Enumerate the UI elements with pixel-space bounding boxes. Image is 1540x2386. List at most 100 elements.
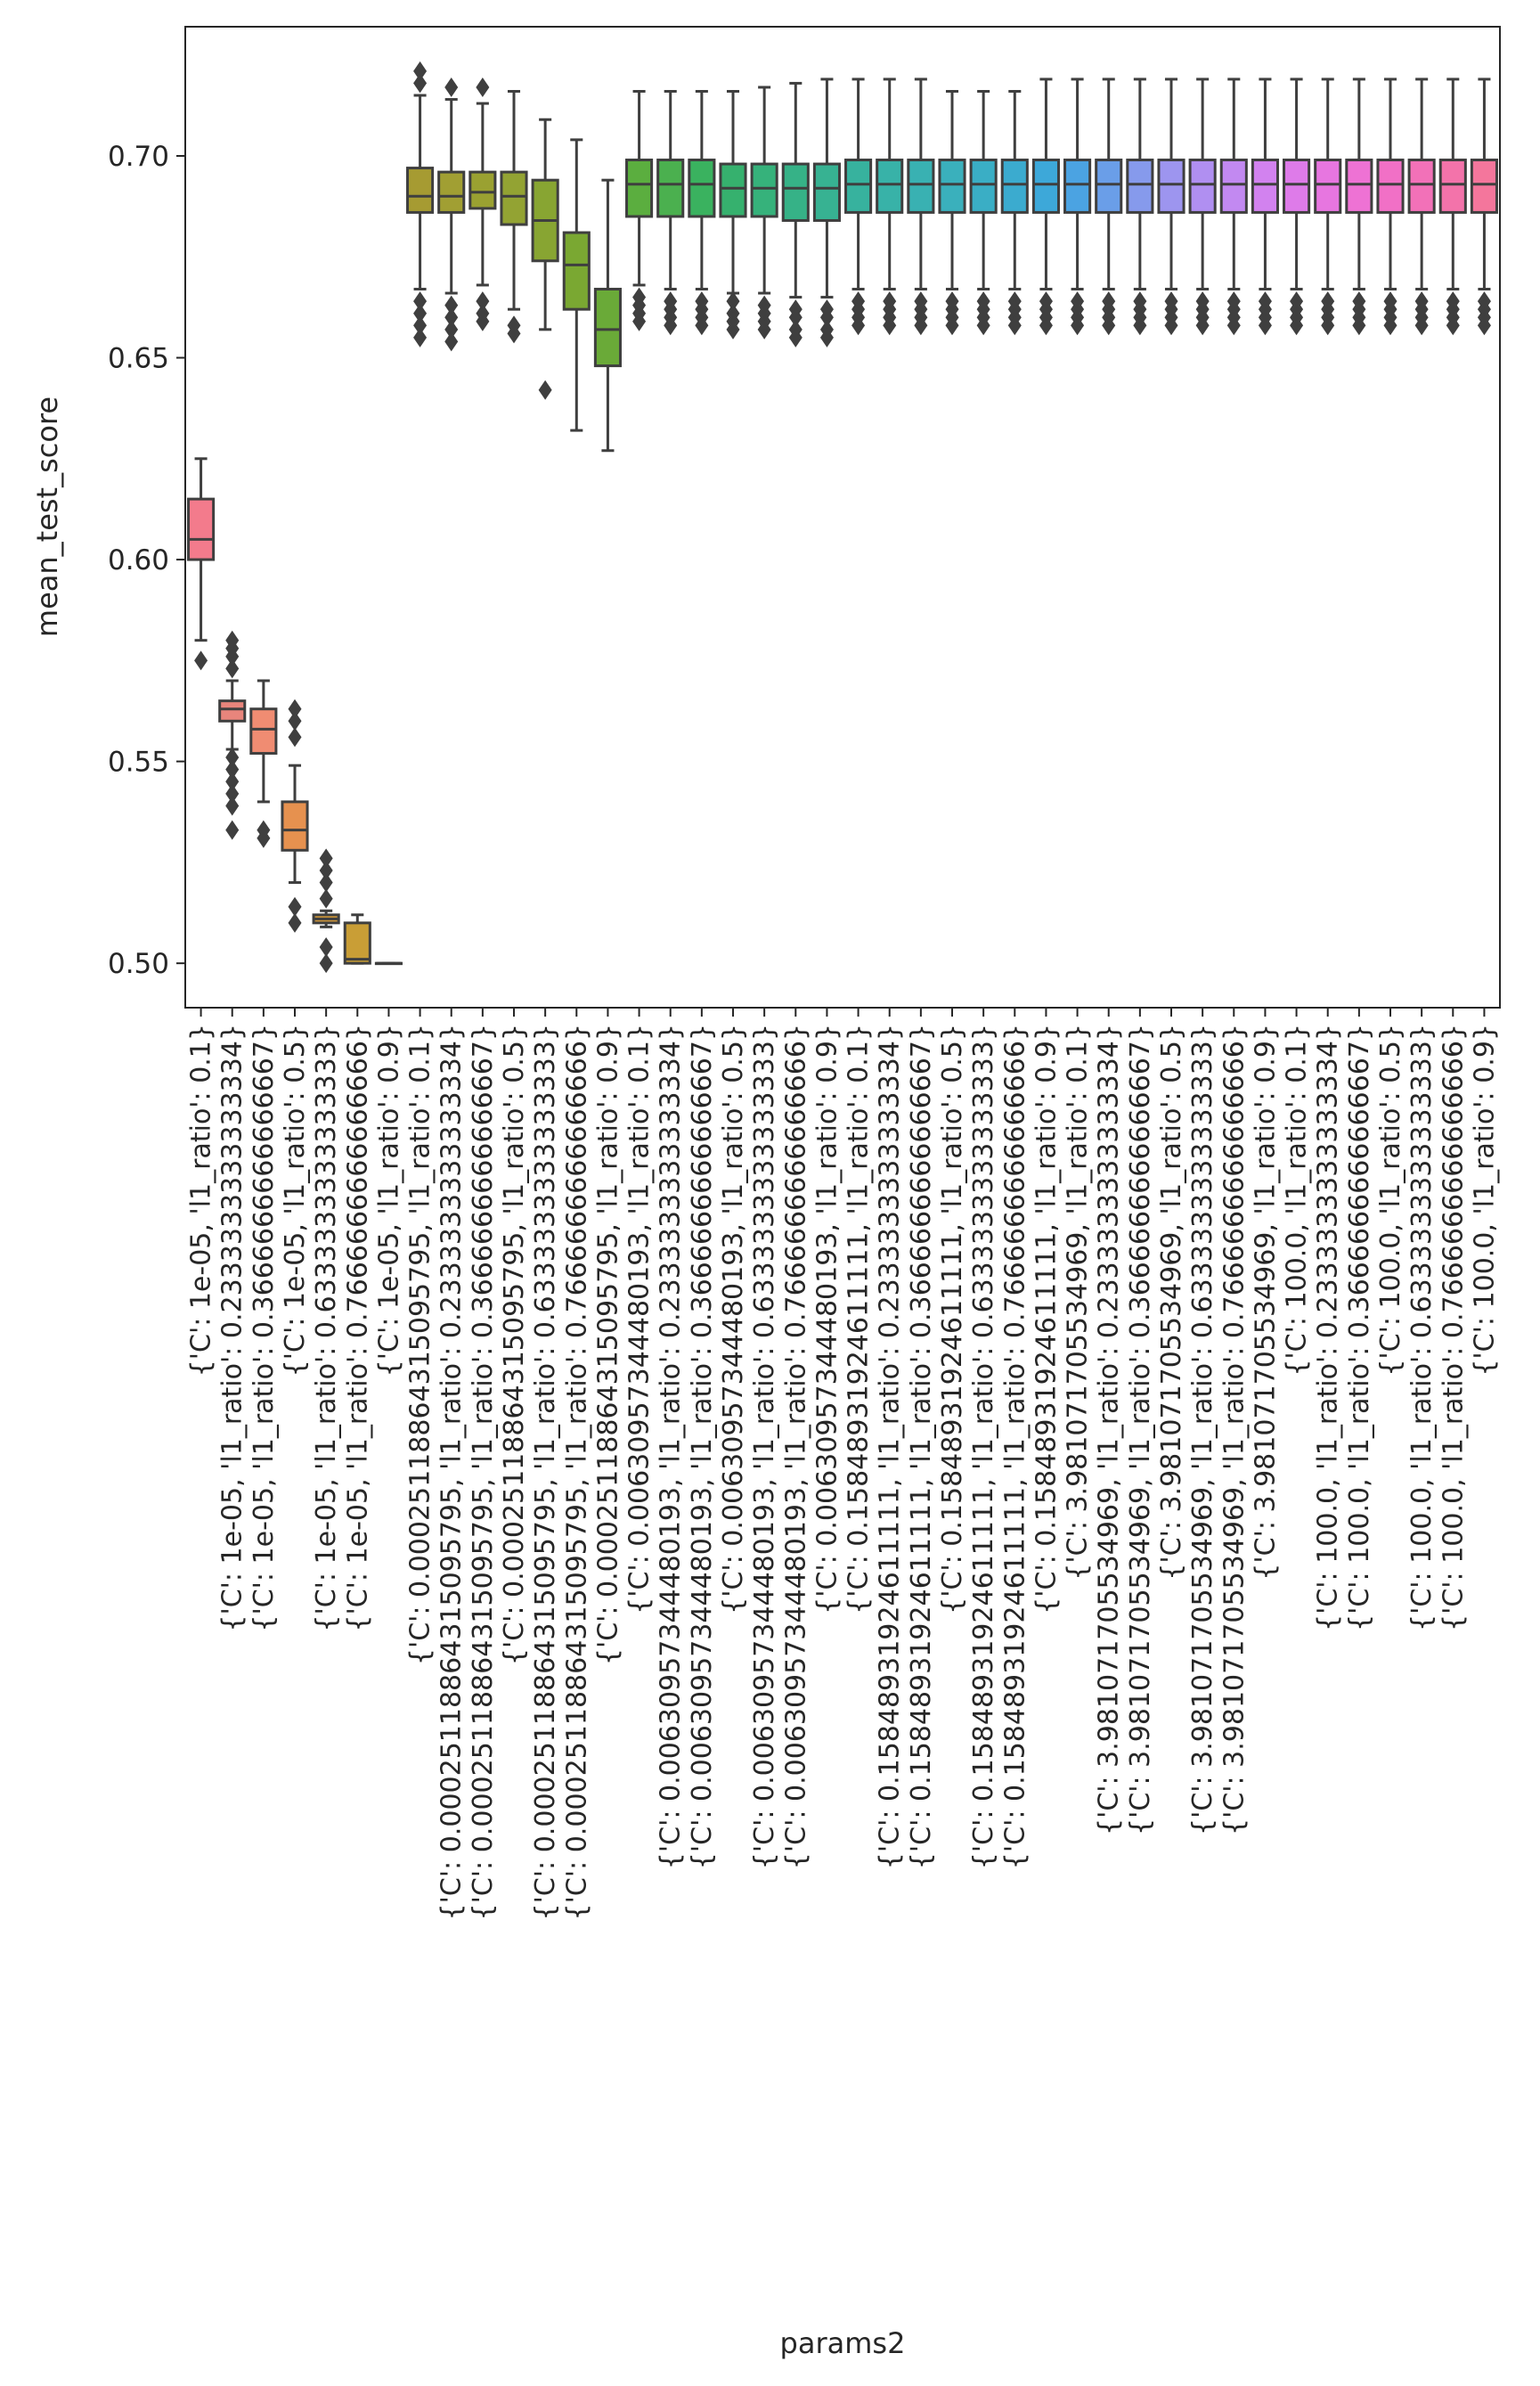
box-iqr [1438,159,1467,214]
box-iqr [469,170,497,210]
box-outlier [1383,315,1397,336]
box-outlier [288,699,302,719]
box-outlier [914,315,928,336]
box-33 [1188,78,1217,336]
box-outlier [819,327,834,347]
y-tick-label: 0.70 [108,141,169,173]
box-outlier [288,912,302,933]
box-outlier [413,291,428,312]
box-outlier [726,291,740,312]
box-outlier [664,315,678,336]
x-tick-label: {'C': 0.15848931924611111, 'l1_ratio': 0… [906,1024,937,1869]
x-axis-title: params2 [780,2326,906,2360]
box-8 [406,61,435,347]
box-35 [1251,78,1279,336]
box-iqr [812,162,841,222]
box-outlier [413,315,428,336]
box-13 [562,138,591,432]
box-outlier [1352,315,1366,336]
x-tick-label: {'C': 0.00630957344480193, 'l1_ratio': 0… [811,1024,843,1614]
box-5 [312,848,340,974]
box-15 [625,89,654,331]
box-4 [281,699,309,933]
box-outlier [225,783,240,804]
x-tick-label: {'C': 1e-05, 'l1_ratio': 0.1} [186,1024,217,1377]
box-iqr [1345,159,1373,214]
box-3 [249,679,278,848]
x-tick-label: {'C': 0.15848931924611111, 'l1_ratio': 0… [875,1024,906,1869]
box-iqr [719,162,747,218]
box-26 [969,89,998,336]
box-iqr [1407,159,1436,214]
box-outlier [1071,315,1085,336]
box-outlier [413,61,428,81]
box-iqr [249,707,278,756]
x-tick-label: {'C': 0.15848931924611111, 'l1_ratio': 0… [937,1024,968,1614]
box-11 [500,89,528,344]
box-iqr [1219,159,1248,214]
x-tick-label: {'C': 0.00025118864315095795, 'l1_ratio'… [499,1024,530,1665]
y-tick-label: 0.65 [108,343,169,375]
box-iqr [1314,159,1342,214]
x-tick-label: {'C': 3.981071705534969, 'l1_ratio': 0.5… [1156,1024,1187,1581]
box-outlier [632,311,647,331]
x-tick-label: {'C': 0.00630957344480193, 'l1_ratio': 0… [749,1024,780,1869]
box-outlier [225,630,240,650]
box-outlier [1102,315,1116,336]
box-iqr [500,170,528,226]
box-14 [593,178,622,453]
box-17 [688,89,716,336]
box-7 [374,961,403,966]
box-outlier [695,315,709,336]
box-19 [750,86,778,339]
box-iqr [781,162,810,222]
box-38 [1345,78,1373,336]
x-tick-label: {'C': 0.00630957344480193, 'l1_ratio': 0… [687,1024,718,1869]
box-29 [1063,78,1092,336]
box-outlier [444,331,459,352]
box-outlier [413,327,428,347]
box-outlier [726,319,740,339]
box-outlier [1195,315,1210,336]
box-31 [1126,78,1154,336]
box-iqr [1126,159,1154,214]
x-tick-label: {'C': 0.00025118864315095795, 'l1_ratio'… [592,1024,623,1665]
x-axis: {'C': 1e-05, 'l1_ratio': 0.1} {'C': 1e-05… [186,1008,1500,1920]
x-tick-label: {'C': 0.00630957344480193, 'l1_ratio': 0… [780,1024,811,1869]
plot-frame [184,26,1501,1009]
box-outlier [1039,315,1053,336]
box-18 [719,89,747,339]
box-iqr [437,170,466,214]
box-iqr [281,800,309,852]
box-iqr [1031,159,1060,214]
box-outlier [288,727,302,748]
box-outlier [444,77,459,97]
box-outlier [1321,315,1335,336]
box-21 [812,78,841,347]
box-iqr [1251,159,1279,214]
box-iqr [1283,159,1311,214]
box-iqr [750,162,778,218]
box-outlier [788,327,803,347]
box-outlier [757,319,771,339]
box-27 [1000,89,1029,336]
x-tick-label: {'C': 100.0, 'l1_ratio': 0.2333333333333… [1313,1024,1344,1631]
box-iqr [625,159,654,218]
box-outlier [319,848,333,869]
box-25 [938,89,966,336]
box-outlier [319,888,333,909]
box-iqr [187,497,216,561]
box-iqr [907,159,935,214]
x-tick-label: {'C': 3.981071705534969, 'l1_ratio': 0.7… [1218,1024,1250,1835]
box-outlier [444,307,459,328]
box-2 [218,630,247,840]
box-outlier [883,315,897,336]
box-iqr [844,159,873,214]
box-outlier [225,796,240,816]
box-16 [656,89,685,336]
box-42 [1470,78,1498,336]
box-iqr [1470,159,1498,214]
box-outlier [225,658,240,679]
box-outlier [444,295,459,315]
box-40 [1407,78,1436,336]
